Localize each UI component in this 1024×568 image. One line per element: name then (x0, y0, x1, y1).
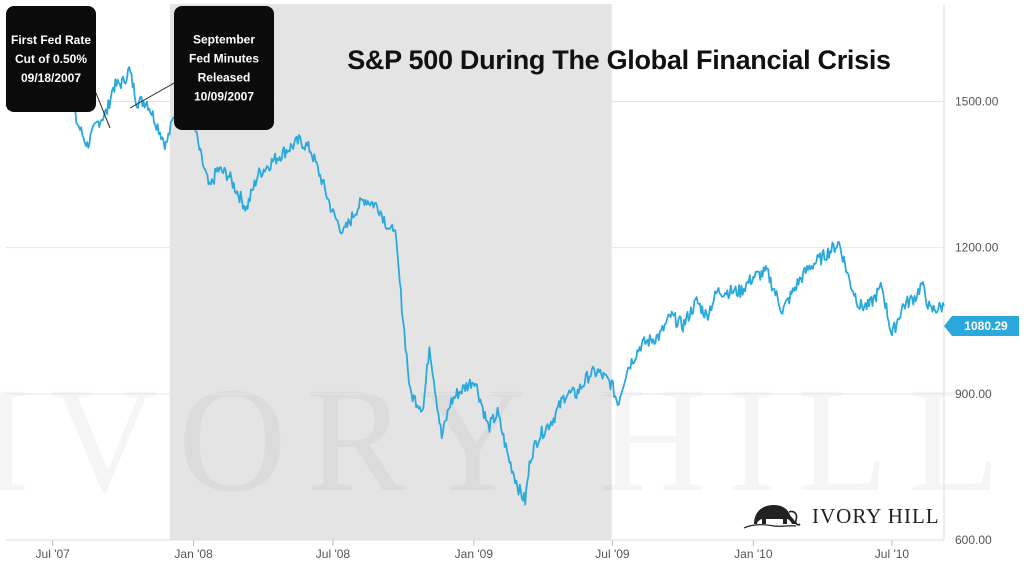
annotation-leader (93, 87, 111, 129)
x-tick-label: Jul '08 (316, 547, 351, 561)
x-tick-label: Jul '07 (36, 547, 71, 561)
watermark-text: IVORY HILL (0, 357, 1020, 523)
annotation-text: Released (198, 71, 251, 85)
x-tick-label: Jan '09 (455, 547, 494, 561)
chart-title: S&P 500 During The Global Financial Cris… (347, 45, 891, 75)
annotation-callout: First Fed Rate Cut of 0.50% 09/18/2007 (6, 6, 111, 129)
y-axis: 600.00 900.00 1200.00 1500.00 (6, 4, 999, 547)
elephant-icon (743, 505, 801, 529)
y-tick-label: 1500.00 (955, 94, 999, 108)
annotations: First Fed Rate Cut of 0.50% 09/18/2007 Sept… (6, 6, 274, 130)
annotation-text: September (193, 33, 255, 47)
y-tick-label: 1200.00 (955, 241, 999, 255)
annotation-text: Fed Minutes (189, 52, 259, 66)
annotation-text: 09/18/2007 (21, 71, 81, 85)
x-axis: Jul '07 Jan '08 Jul '08 Jan '09 Jul '09 Jan '… (36, 540, 910, 561)
watermark: IVORY HILL (0, 357, 1020, 523)
x-tick-label: Jan '10 (734, 547, 773, 561)
annotation-box (6, 6, 96, 112)
annotation-callout: September Fed Minutes Released 10/09/2007 (129, 6, 274, 130)
brand-logo: IVORY HILL (743, 504, 940, 529)
x-tick-label: Jan '08 (174, 547, 213, 561)
y-tick-label: 600.00 (955, 533, 992, 547)
x-tick-label: Jul '09 (595, 547, 630, 561)
annotation-text: First Fed Rate (11, 33, 91, 47)
annotation-text: Cut of 0.50% (15, 52, 87, 66)
y-tick-label: 900.00 (955, 387, 992, 401)
x-tick-label: Jul '10 (875, 547, 910, 561)
series-line-sp500 (5, 66, 945, 506)
last-value-label: 1080.29 (964, 319, 1008, 333)
last-value-badge: 1080.29 (944, 316, 1019, 336)
annotation-box (174, 6, 274, 130)
brand-name: IVORY HILL (812, 504, 940, 528)
annotation-leader (129, 81, 177, 109)
annotation-text: 10/09/2007 (194, 90, 254, 104)
